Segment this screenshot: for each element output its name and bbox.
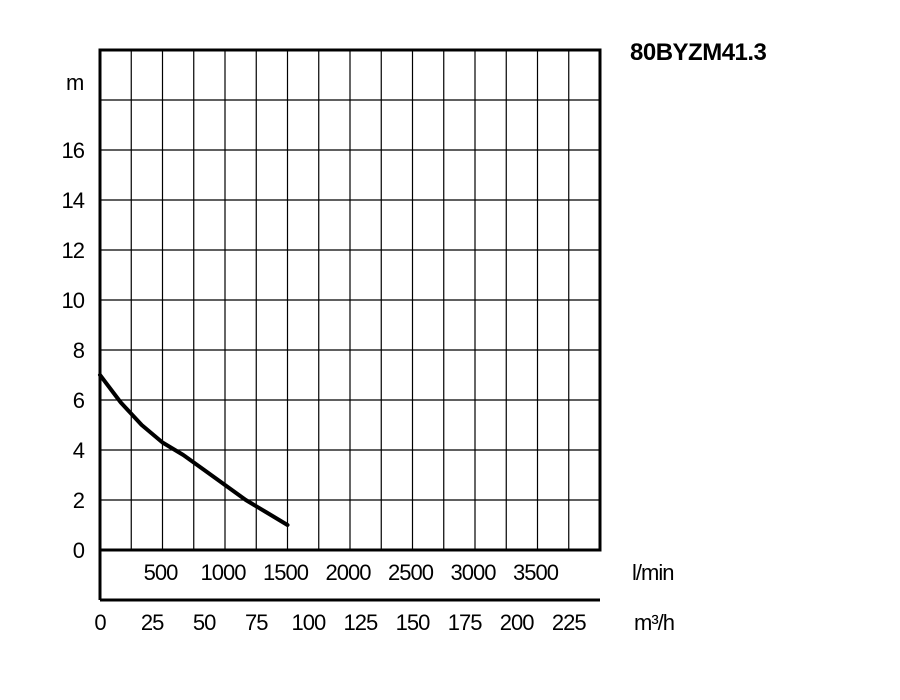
m3h-tick-label: 125 bbox=[344, 610, 378, 635]
m3h-tick-label: 100 bbox=[291, 610, 325, 635]
lmin-tick-label: 500 bbox=[144, 560, 178, 585]
y-tick-label: 12 bbox=[62, 238, 85, 263]
chart-grid bbox=[100, 50, 600, 550]
series-curves bbox=[98, 373, 290, 527]
m3h-tick-label: 25 bbox=[141, 610, 164, 635]
y-tick-label: 0 bbox=[73, 538, 85, 563]
y-tick-label: 4 bbox=[73, 438, 85, 463]
y-tick-label: 2 bbox=[73, 488, 85, 513]
m3h-tick-label: 200 bbox=[500, 610, 534, 635]
y-tick-label: 14 bbox=[62, 188, 85, 213]
m3h-unit-label: m³/h bbox=[634, 610, 674, 635]
lmin-tick-labels: 500 1000 1500 2000 2500 3000 3500 bbox=[144, 560, 560, 585]
chart-frame bbox=[98, 48, 602, 602]
m3h-tick-label: 50 bbox=[193, 610, 216, 635]
y-tick-label: 8 bbox=[73, 338, 85, 363]
chart-title: 80BYZM41.3 bbox=[630, 39, 767, 66]
y-axis-label: m bbox=[66, 70, 83, 95]
m3h-tick-label: 175 bbox=[448, 610, 482, 635]
lmin-tick-label: 2500 bbox=[388, 560, 434, 585]
m3h-tick-label: 75 bbox=[245, 610, 268, 635]
y-tick-labels: 0 2 4 6 8 10 12 14 16 bbox=[62, 138, 86, 563]
series-line bbox=[98, 373, 290, 527]
y-tick-label: 6 bbox=[73, 388, 85, 413]
lmin-tick-label: 3000 bbox=[451, 560, 497, 585]
lmin-tick-label: 2000 bbox=[326, 560, 372, 585]
plot-border bbox=[98, 48, 602, 552]
lmin-tick-label: 1500 bbox=[263, 560, 309, 585]
m3h-tick-labels: 0 25 50 75 100 125 150 175 200 225 bbox=[94, 610, 587, 635]
m3h-tick-label: 150 bbox=[396, 610, 430, 635]
lmin-tick-label: 1000 bbox=[201, 560, 247, 585]
lmin-tick-label: 3500 bbox=[513, 560, 559, 585]
lmin-unit-label: l/min bbox=[632, 560, 673, 585]
m3h-tick-label: 225 bbox=[552, 610, 586, 635]
y-tick-label: 10 bbox=[62, 288, 85, 313]
y-tick-label: 16 bbox=[62, 138, 85, 163]
m3h-tick-label: 0 bbox=[94, 610, 106, 635]
